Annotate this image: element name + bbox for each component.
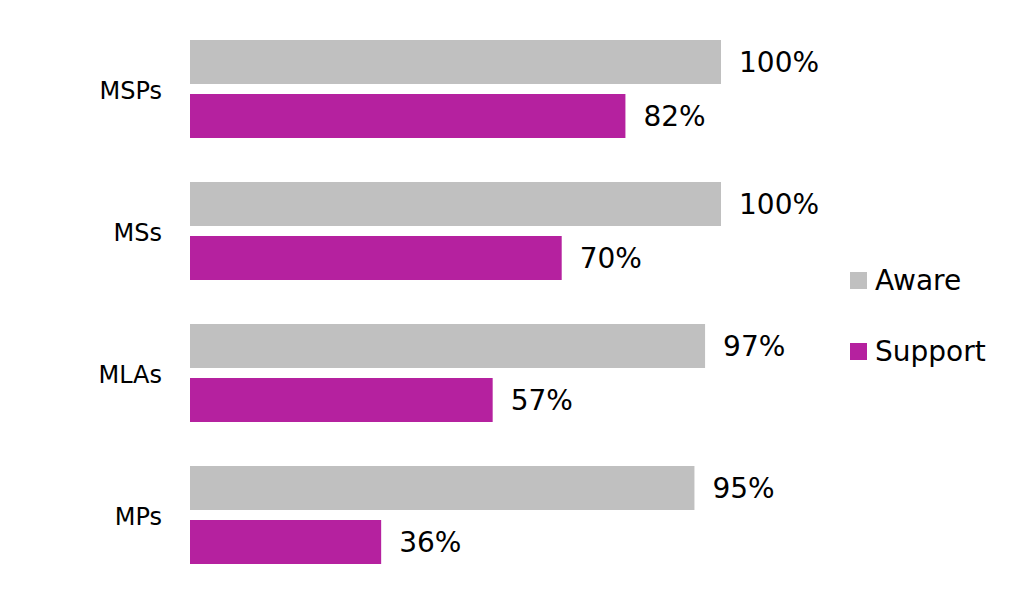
data-label: 82% bbox=[643, 100, 705, 133]
legend-label: Support bbox=[875, 335, 986, 368]
category-label: MPs bbox=[115, 503, 162, 531]
bar bbox=[190, 466, 694, 510]
data-label: 100% bbox=[739, 46, 819, 79]
legend-swatch bbox=[850, 343, 867, 360]
data-label: 57% bbox=[511, 384, 573, 417]
bar bbox=[190, 378, 493, 422]
bar bbox=[190, 94, 625, 138]
legend: Aware Support bbox=[850, 264, 986, 368]
data-label: 97% bbox=[723, 330, 785, 363]
data-label: 36% bbox=[399, 526, 461, 559]
bar bbox=[190, 40, 721, 84]
category-label: MSPs bbox=[100, 77, 163, 105]
bar bbox=[190, 236, 562, 280]
chart-svg: MSPs 100% 82% MSs 100% 70% MLAs 97% 57% MPs 95% 36%… bbox=[0, 0, 1016, 601]
data-label: 70% bbox=[580, 242, 642, 275]
bar bbox=[190, 520, 381, 564]
bars bbox=[190, 40, 721, 564]
legend-label: Aware bbox=[875, 264, 961, 297]
legend-swatch bbox=[850, 272, 867, 289]
category-label: MLAs bbox=[98, 361, 162, 389]
chart-container: MSPs 100% 82% MSs 100% 70% MLAs 97% 57% MPs 95% 36%… bbox=[0, 0, 1016, 601]
bar bbox=[190, 182, 721, 226]
bar bbox=[190, 324, 705, 368]
data-label: 100% bbox=[739, 188, 819, 221]
labels: MSPs 100% 82% MSs 100% 70% MLAs 97% 57% MPs 95% 36% bbox=[98, 46, 819, 559]
category-label: MSs bbox=[114, 219, 162, 247]
data-label: 95% bbox=[712, 472, 774, 505]
